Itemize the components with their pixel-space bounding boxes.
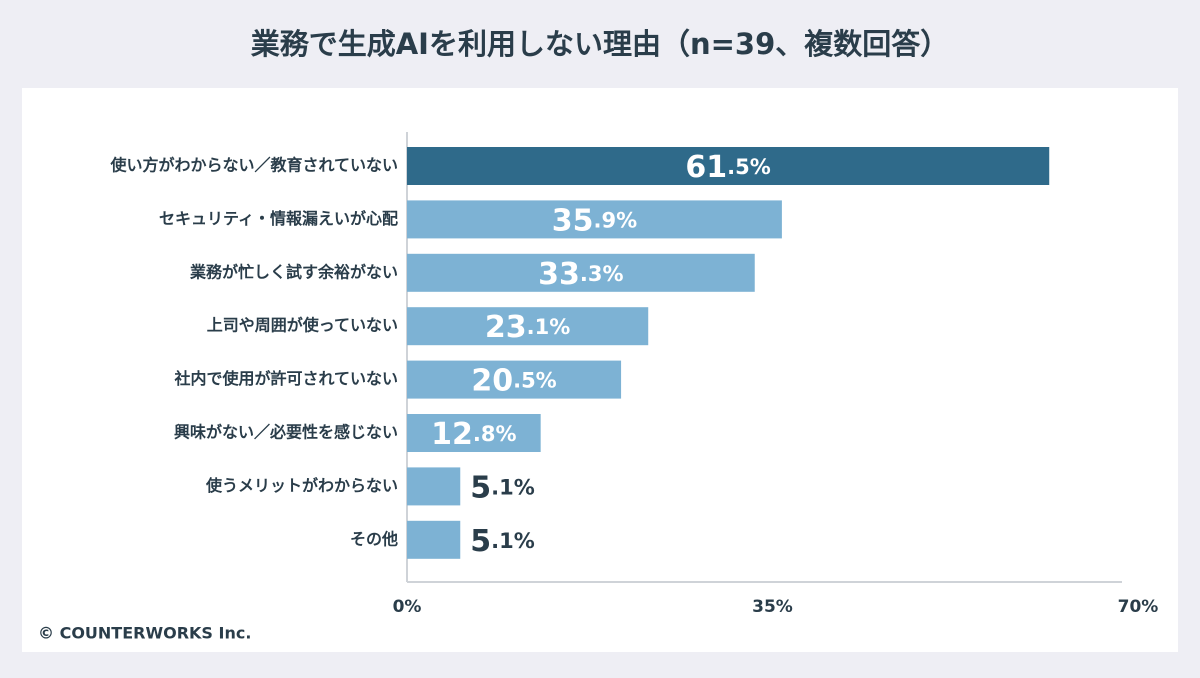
value-label: 12.8%: [431, 417, 516, 452]
y-tick-label: 使うメリットがわからない: [205, 476, 398, 495]
y-tick-label: 社内で使用が許可されていない: [173, 369, 398, 388]
bar: [407, 467, 461, 506]
y-tick-label: 興味がない／必要性を感じない: [174, 423, 398, 442]
value-label: 35.9%: [552, 203, 637, 238]
y-tick-label: 使い方がわからない／教育されていない: [109, 156, 398, 175]
bar: [407, 253, 755, 292]
bar: [407, 147, 1050, 185]
source: © COUNTERWORKS Inc.: [38, 624, 251, 643]
value-label: 33.3%: [538, 256, 623, 291]
value-label: 20.5%: [471, 363, 556, 398]
y-tick-label: セキュリティ・情報漏えいが心配: [159, 209, 398, 228]
bar: [407, 360, 622, 399]
bar: [407, 307, 649, 346]
bar: [407, 200, 782, 239]
x-tick-label: 70%: [1118, 597, 1159, 617]
bar: [407, 520, 461, 559]
y-tick-label: 業務が忙しく試す余裕がない: [189, 262, 398, 281]
bar: [407, 414, 541, 452]
y-tick-label: その他: [350, 529, 398, 548]
chart-title: 業務で生成AIを利用しない理由（n=39、複数回答）: [251, 27, 950, 61]
value-label: 23.1%: [485, 310, 570, 345]
value-label: 5.1%: [470, 523, 535, 558]
y-tick-label: 上司や周囲が使っていない: [207, 316, 398, 335]
x-tick-label: 0%: [393, 597, 422, 617]
x-tick-label: 35%: [752, 597, 793, 617]
value-label: 5.1%: [470, 470, 535, 505]
value-label: 61.5%: [685, 150, 770, 185]
